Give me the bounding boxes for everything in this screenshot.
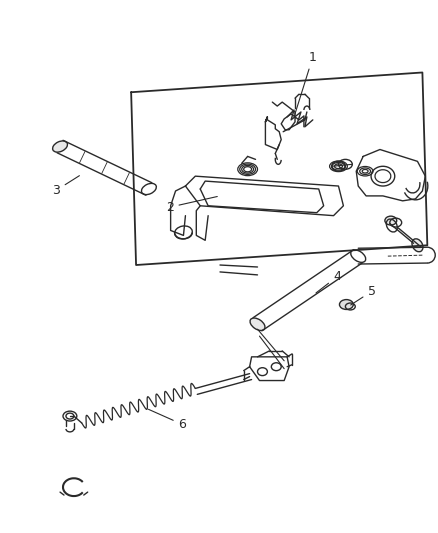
- Text: 1: 1: [294, 51, 316, 114]
- Text: 5: 5: [350, 285, 375, 305]
- Ellipse shape: [411, 239, 422, 252]
- Text: 3: 3: [52, 176, 79, 197]
- Ellipse shape: [331, 161, 345, 171]
- Ellipse shape: [339, 300, 353, 310]
- Ellipse shape: [250, 318, 265, 330]
- Text: 2: 2: [165, 197, 217, 214]
- Ellipse shape: [53, 141, 67, 152]
- Text: 4: 4: [315, 270, 341, 293]
- Ellipse shape: [384, 216, 396, 225]
- Text: 6: 6: [148, 409, 186, 431]
